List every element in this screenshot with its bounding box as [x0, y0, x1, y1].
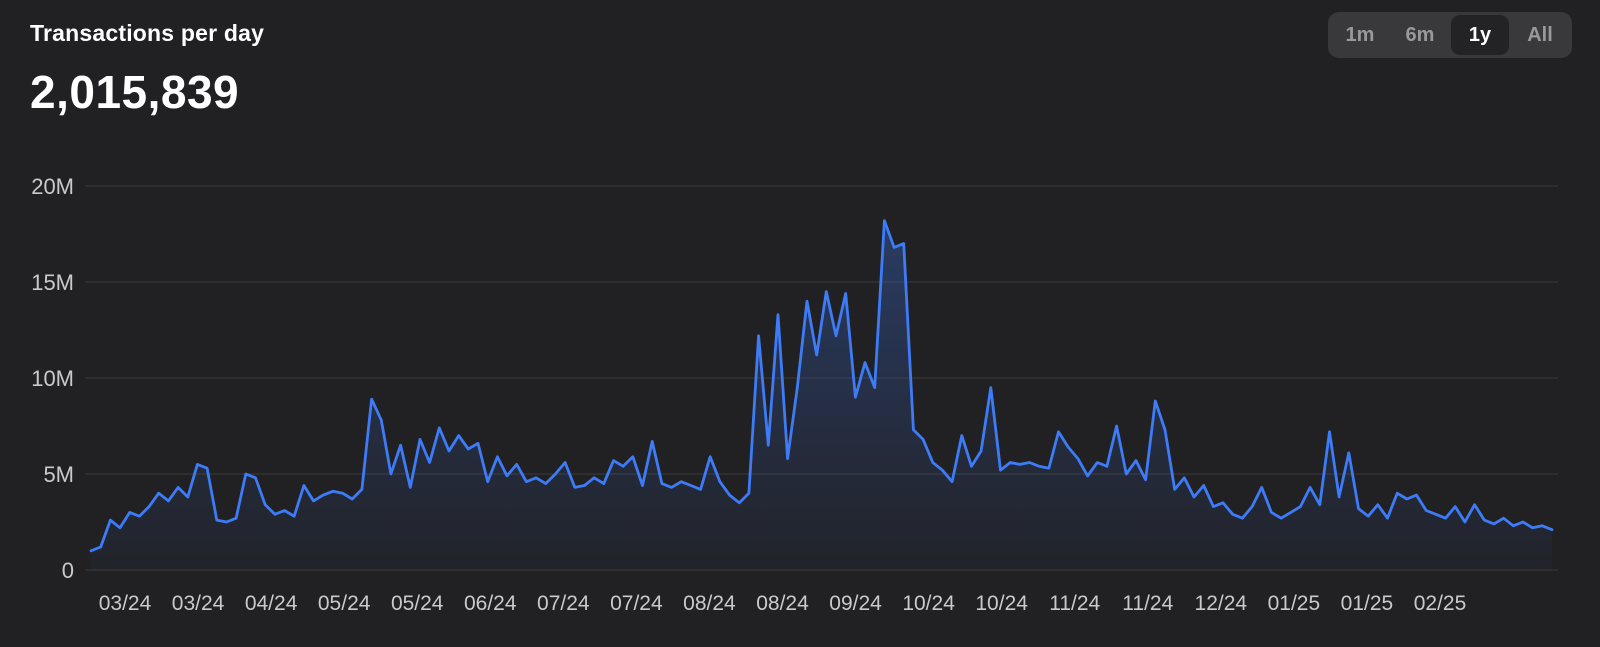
svg-text:03/24: 03/24 — [99, 592, 152, 615]
svg-text:10/24: 10/24 — [975, 592, 1028, 615]
svg-text:20M: 20M — [31, 174, 74, 199]
range-button-6m[interactable]: 6m — [1391, 15, 1449, 55]
svg-text:07/24: 07/24 — [610, 592, 663, 615]
svg-text:06/24: 06/24 — [464, 592, 517, 615]
chart-header: Transactions per day 2,015,839 — [30, 20, 264, 119]
svg-text:08/24: 08/24 — [683, 592, 736, 615]
svg-text:11/24: 11/24 — [1122, 592, 1173, 615]
svg-text:01/25: 01/25 — [1268, 592, 1321, 615]
svg-text:10M: 10M — [31, 366, 74, 391]
range-button-all[interactable]: All — [1511, 15, 1569, 55]
svg-text:5M: 5M — [43, 462, 74, 487]
svg-text:11/24: 11/24 — [1049, 592, 1100, 615]
svg-text:01/25: 01/25 — [1341, 592, 1394, 615]
range-button-1m[interactable]: 1m — [1331, 15, 1389, 55]
svg-text:07/24: 07/24 — [537, 592, 590, 615]
svg-text:0: 0 — [62, 558, 74, 583]
current-value: 2,015,839 — [30, 66, 240, 118]
time-range-selector: 1m 6m 1y All — [1328, 12, 1572, 58]
svg-text:03/24: 03/24 — [172, 592, 225, 615]
svg-text:08/24: 08/24 — [756, 592, 809, 615]
svg-text:02/25: 02/25 — [1414, 592, 1467, 615]
svg-text:05/24: 05/24 — [318, 592, 371, 615]
svg-text:05/24: 05/24 — [391, 592, 444, 615]
svg-text:09/24: 09/24 — [829, 592, 882, 615]
range-button-1y[interactable]: 1y — [1451, 15, 1509, 55]
svg-text:12/24: 12/24 — [1195, 592, 1248, 615]
chart-title: Transactions per day — [30, 20, 265, 46]
svg-text:15M: 15M — [31, 270, 74, 295]
svg-text:04/24: 04/24 — [245, 592, 298, 615]
svg-text:10/24: 10/24 — [902, 592, 955, 615]
